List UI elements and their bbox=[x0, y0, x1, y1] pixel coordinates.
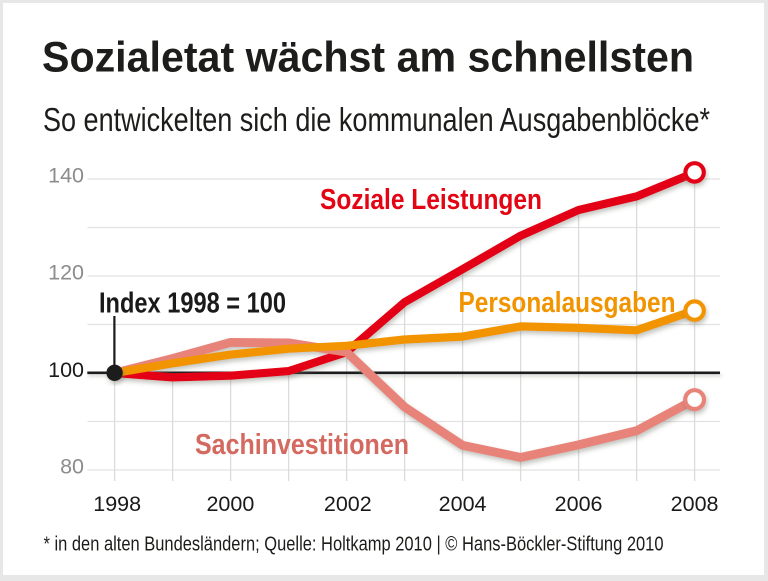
svg-text:2000: 2000 bbox=[206, 492, 254, 516]
svg-text:* in den alten Bundesländern;: * in den alten Bundesländern; Quelle: Ho… bbox=[44, 534, 664, 556]
svg-text:So entwickelten sich die kommu: So entwickelten sich die kommunalen Ausg… bbox=[43, 101, 710, 138]
svg-text:120: 120 bbox=[48, 261, 84, 285]
svg-text:140: 140 bbox=[48, 164, 84, 188]
svg-text:100: 100 bbox=[48, 358, 84, 382]
svg-text:2006: 2006 bbox=[555, 492, 603, 516]
svg-text:2008: 2008 bbox=[671, 492, 719, 516]
svg-text:2004: 2004 bbox=[439, 492, 487, 516]
svg-text:Personalausgaben: Personalausgaben bbox=[459, 287, 676, 319]
svg-text:Sozialetat wächst am schnellst: Sozialetat wächst am schnellsten bbox=[42, 34, 694, 82]
svg-text:Sachinvestitionen: Sachinvestitionen bbox=[195, 429, 409, 461]
svg-text:80: 80 bbox=[60, 455, 84, 479]
svg-text:Index 1998 = 100: Index 1998 = 100 bbox=[99, 288, 286, 320]
svg-text:2002: 2002 bbox=[324, 492, 372, 516]
svg-text:Soziale Leistungen: Soziale Leistungen bbox=[320, 184, 542, 216]
svg-text:1998: 1998 bbox=[93, 492, 141, 516]
